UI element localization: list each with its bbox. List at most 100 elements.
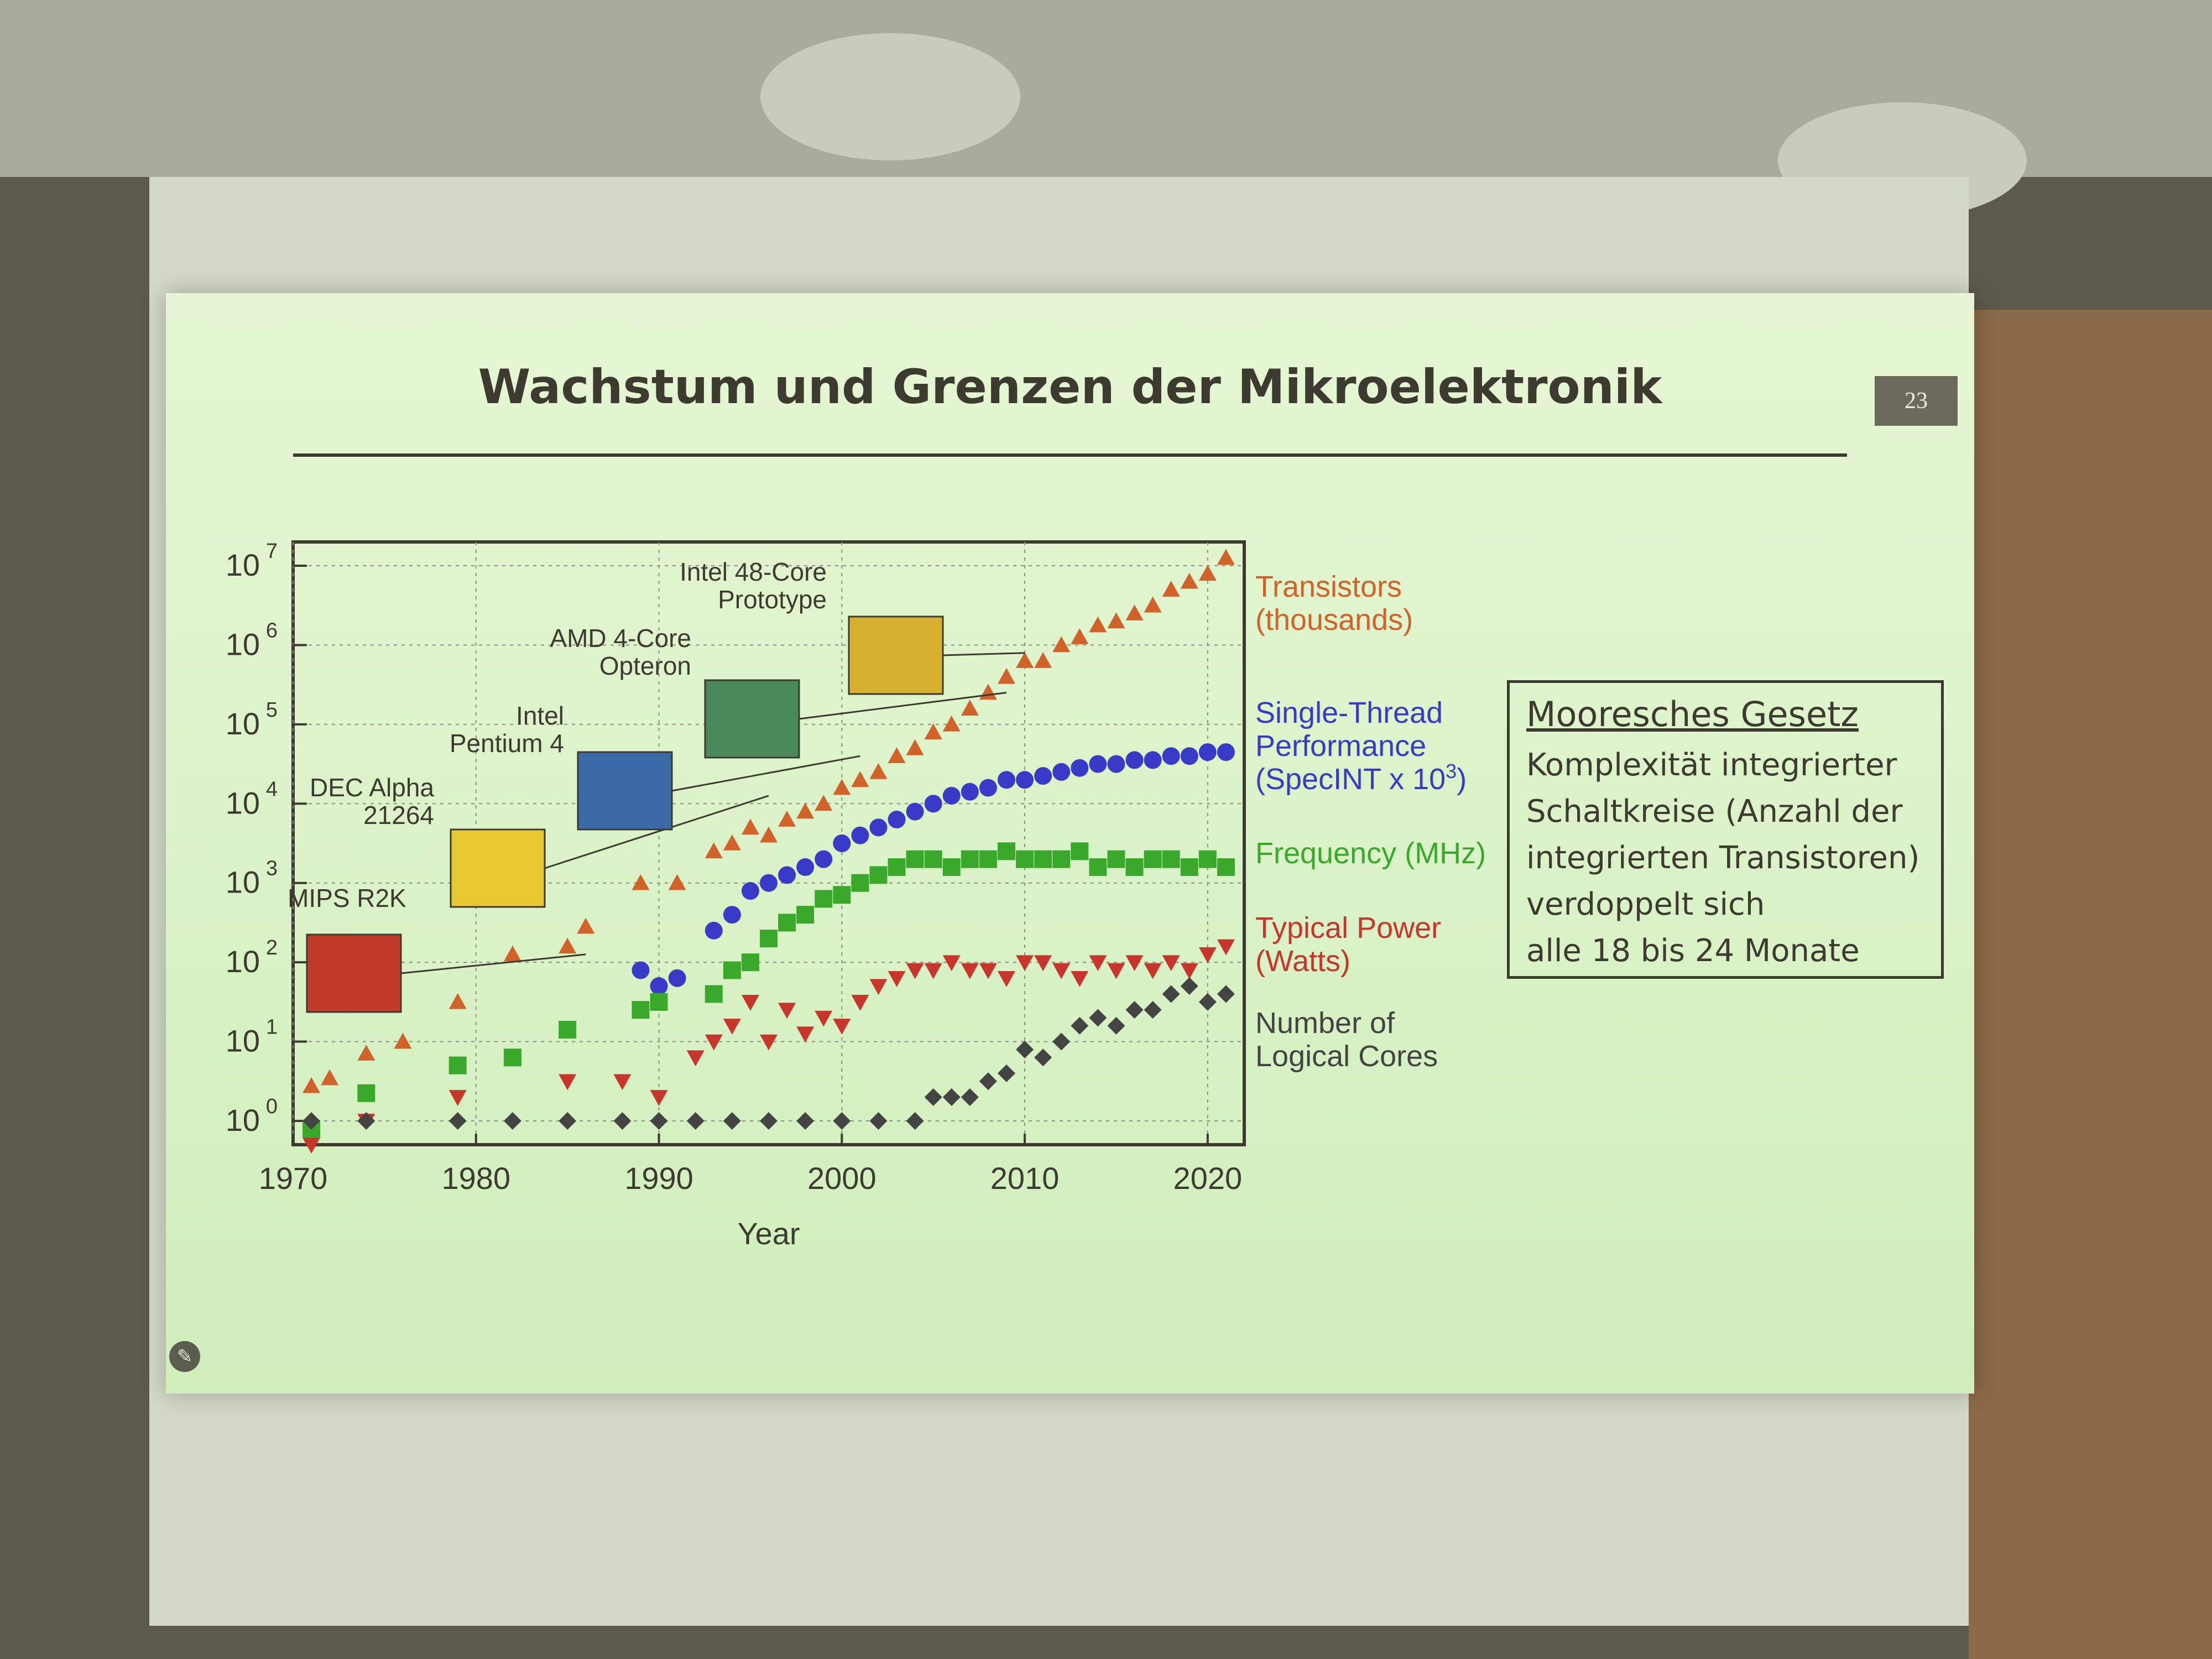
data-point	[815, 890, 833, 908]
data-point	[1052, 763, 1071, 781]
chip-label: Pentium 4	[450, 729, 564, 758]
data-point	[1198, 947, 1217, 963]
data-point	[650, 1112, 668, 1130]
data-point	[906, 963, 924, 979]
data-point	[796, 1026, 815, 1043]
data-point	[815, 1010, 833, 1027]
data-point	[632, 961, 650, 979]
y-tick-exponent: 5	[266, 698, 278, 722]
series-label: Transistors	[1255, 570, 1402, 603]
data-point	[613, 1074, 632, 1091]
data-point	[979, 1072, 997, 1091]
presentation-slide: Wachstum und Grenzen der Mikroelektronik…	[166, 293, 1974, 1394]
data-point	[1089, 1009, 1107, 1027]
data-point	[559, 1021, 577, 1039]
data-point	[1180, 977, 1198, 995]
data-point	[686, 1112, 705, 1130]
data-point	[613, 1112, 632, 1130]
data-point	[1089, 858, 1107, 877]
data-point	[559, 1074, 577, 1091]
y-tick-exponent: 7	[266, 540, 278, 563]
data-point	[1217, 549, 1235, 565]
chip-label: Prototype	[718, 585, 827, 614]
data-point	[1180, 747, 1198, 765]
series-label: Frequency (MHz)	[1255, 837, 1486, 870]
data-point	[942, 715, 961, 732]
data-point	[833, 886, 851, 904]
data-point	[1052, 963, 1071, 979]
y-tick-exponent: 2	[266, 936, 278, 959]
data-point	[851, 771, 869, 787]
data-point	[833, 779, 851, 795]
data-point	[1180, 572, 1198, 589]
data-point	[1217, 743, 1235, 761]
data-point	[1162, 581, 1180, 597]
data-point	[394, 1032, 412, 1049]
data-point	[1125, 1001, 1144, 1019]
annotation-leader	[544, 795, 769, 869]
data-point	[815, 795, 833, 811]
chip-die-image	[848, 615, 944, 695]
y-tick-exponent: 6	[266, 619, 278, 642]
chip-label: DEC Alpha	[310, 773, 434, 802]
annotation-leader	[799, 692, 1007, 720]
data-point	[632, 1001, 650, 1019]
data-point	[1016, 955, 1034, 972]
data-point	[1217, 858, 1235, 877]
data-point	[1034, 767, 1052, 785]
data-point	[979, 850, 997, 868]
annotation-leader	[400, 953, 586, 974]
data-point	[760, 1034, 778, 1051]
moore-law-line: verdoppelt sich	[1526, 886, 1765, 922]
annotation-leader	[942, 652, 1025, 656]
chip-label: 21264	[363, 801, 434, 830]
data-point	[448, 1090, 467, 1106]
data-point	[503, 1112, 521, 1130]
data-point	[961, 782, 979, 801]
data-point	[760, 930, 778, 948]
data-point	[1034, 1048, 1052, 1067]
chip-label: Intel 48-Core	[680, 557, 827, 586]
data-point	[851, 826, 869, 844]
series-label: Logical Cores	[1255, 1040, 1438, 1073]
data-point	[1071, 971, 1089, 987]
chip-die-image	[306, 933, 402, 1013]
moore-law-line: Komplexität integrierter	[1526, 747, 1897, 783]
moore-law-line: Schaltkreise (Anzahl der	[1526, 794, 1903, 830]
data-point	[760, 826, 778, 843]
data-point	[302, 1077, 321, 1093]
pencil-icon[interactable]: ✎	[169, 1341, 200, 1372]
data-point	[906, 850, 924, 868]
data-point	[741, 995, 759, 1011]
data-point	[705, 985, 723, 1003]
data-point	[851, 995, 869, 1011]
data-point	[998, 1064, 1015, 1082]
data-point	[723, 961, 741, 979]
data-point	[559, 1112, 577, 1130]
data-point	[869, 763, 888, 779]
series-label: (thousands)	[1255, 603, 1413, 637]
data-point	[998, 667, 1015, 684]
data-point	[1198, 743, 1217, 761]
data-point	[869, 818, 888, 837]
data-point	[302, 1112, 321, 1130]
data-point	[778, 914, 796, 932]
x-tick-label: 1970	[259, 1161, 328, 1196]
moore-law-box: Mooresches Gesetz Komplexität integriert…	[1507, 680, 1944, 979]
data-point	[668, 969, 686, 987]
data-point	[778, 866, 796, 884]
data-point	[760, 1112, 778, 1130]
data-point	[778, 810, 796, 827]
data-point	[979, 963, 997, 979]
chip-die-image	[450, 828, 546, 908]
data-point	[503, 1048, 521, 1067]
data-point	[1089, 955, 1107, 972]
data-point	[869, 866, 888, 884]
y-tick-exponent: 3	[266, 857, 278, 880]
data-point	[357, 1084, 375, 1102]
data-point	[961, 1088, 979, 1106]
data-point	[1198, 850, 1217, 868]
data-point	[1034, 955, 1052, 972]
data-point	[924, 795, 942, 813]
data-point	[998, 771, 1015, 789]
